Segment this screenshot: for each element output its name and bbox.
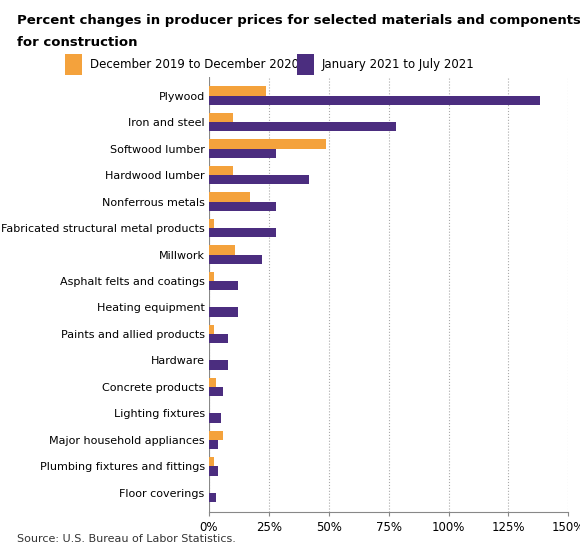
Text: January 2021 to July 2021: January 2021 to July 2021 xyxy=(322,58,474,71)
Bar xyxy=(209,457,213,466)
Bar xyxy=(209,281,238,290)
Bar xyxy=(209,466,219,476)
Text: Source: U.S. Bureau of Labor Statistics.: Source: U.S. Bureau of Labor Statistics. xyxy=(17,535,236,544)
Text: for construction: for construction xyxy=(17,36,138,49)
Bar xyxy=(209,360,228,370)
Bar xyxy=(209,175,310,184)
Bar xyxy=(209,387,223,396)
Bar xyxy=(209,272,213,281)
Bar xyxy=(209,166,233,175)
Bar xyxy=(209,245,235,255)
Bar xyxy=(209,440,219,449)
Bar xyxy=(209,324,213,334)
Bar xyxy=(209,378,216,387)
Bar xyxy=(209,228,276,237)
Bar xyxy=(209,431,223,440)
Bar xyxy=(209,414,221,423)
Bar xyxy=(209,493,216,502)
Bar xyxy=(209,192,249,201)
Bar xyxy=(209,139,327,148)
Bar xyxy=(209,201,276,211)
Bar xyxy=(209,86,266,96)
Bar xyxy=(209,307,238,317)
Bar xyxy=(209,122,396,131)
Text: December 2019 to December 2020: December 2019 to December 2020 xyxy=(90,58,299,71)
Bar xyxy=(209,148,276,158)
Bar xyxy=(209,219,213,228)
Bar xyxy=(209,96,539,105)
Bar xyxy=(209,255,262,264)
Bar xyxy=(209,113,233,122)
Text: Percent changes in producer prices for selected materials and components: Percent changes in producer prices for s… xyxy=(17,14,580,27)
Bar xyxy=(209,334,228,343)
